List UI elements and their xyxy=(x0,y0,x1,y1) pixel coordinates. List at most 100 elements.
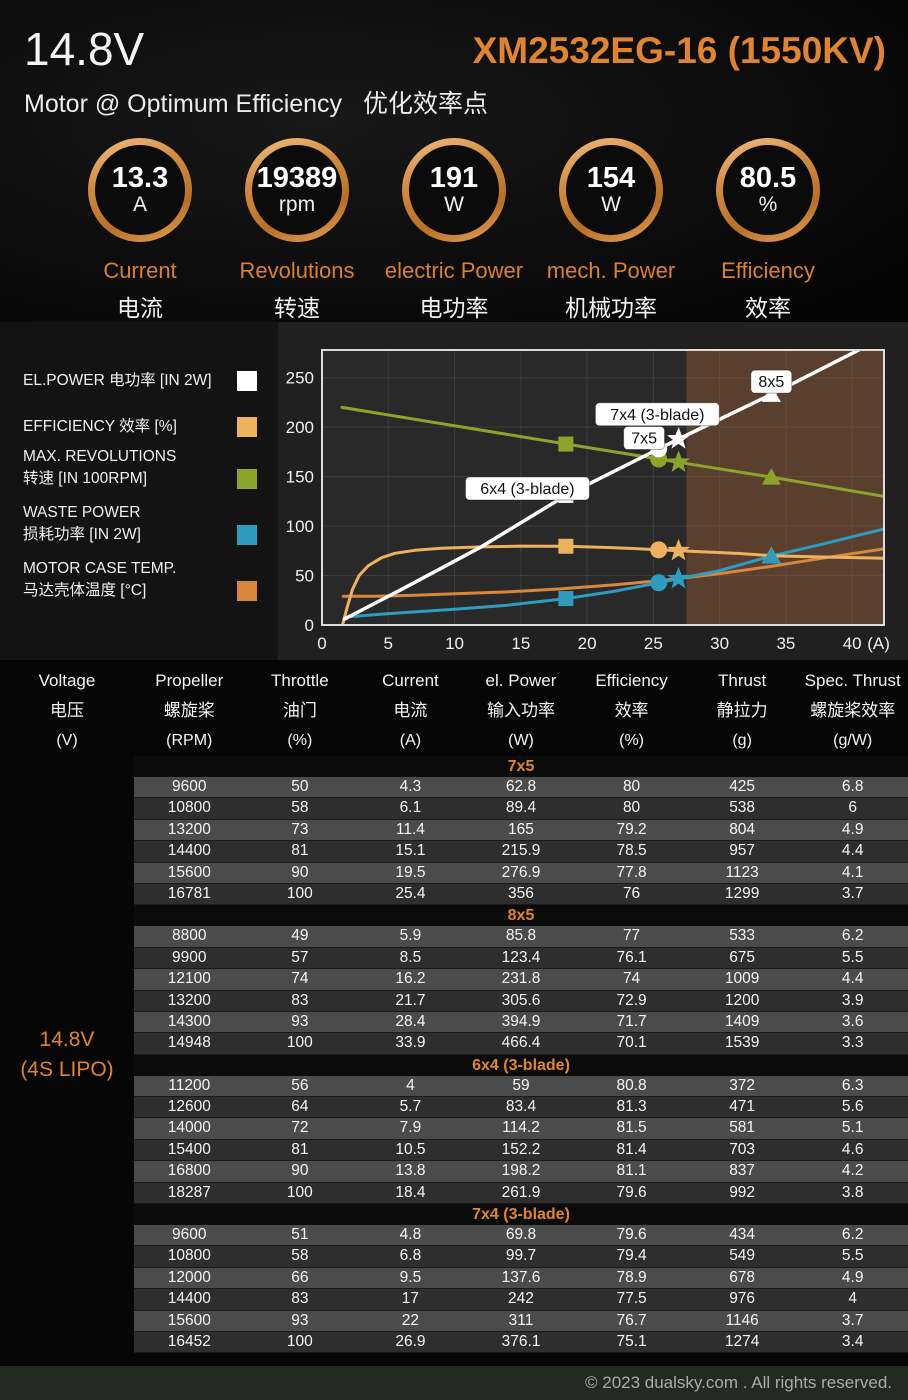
table-cell: 72 xyxy=(291,1119,309,1137)
table-row: 15600 90 19.5 276.9 77.8 1123 4.1 xyxy=(134,862,908,884)
gauge-dial: 80.5% xyxy=(723,145,813,235)
table-cell: 77.8 xyxy=(616,863,647,881)
table-cell: 64 xyxy=(291,1098,309,1116)
legend-item-max: MAX. REVOLUTIONS 转速 [IN 100RPM] xyxy=(23,446,257,490)
table-cell: 72.9 xyxy=(616,991,647,1009)
table-cell: 678 xyxy=(729,1268,756,1286)
marker-star-efficiency xyxy=(667,538,690,561)
table-row: 14400 83 17 242 77.5 976 4 xyxy=(134,1289,908,1311)
copyright-text: © 2023 dualsky.com . All rights reserved… xyxy=(584,1373,892,1392)
table-cell: 13.8 xyxy=(395,1162,426,1180)
table-section: Voltage 电压 (V) Propeller 螺旋桨 (RPM) Throttle 油门(… xyxy=(0,660,908,1366)
legend-label: EL.POWER 电功率 [IN 2W] xyxy=(23,372,212,389)
table-cell: 152.2 xyxy=(501,1140,541,1158)
table-cell: 5.7 xyxy=(399,1098,422,1116)
table-cell: 4.8 xyxy=(399,1226,422,1244)
gauge-value: 154 xyxy=(586,161,636,194)
table-cell: 1009 xyxy=(724,970,760,988)
table-row: 11200 56 4 59 80.8 372 6.3 xyxy=(134,1075,908,1098)
table-cell: 58 xyxy=(291,799,309,817)
table-cell: 276.9 xyxy=(501,863,541,881)
table-cell: 62.8 xyxy=(505,778,537,795)
legend-swatch xyxy=(237,469,257,489)
table-cell: 56 xyxy=(291,1076,309,1094)
table-cell: 6.2 xyxy=(841,1226,864,1244)
table-cell: 15400 xyxy=(167,1140,211,1158)
y-tick-label: 100 xyxy=(286,517,314,536)
table-row: 13200 83 21.7 305.6 72.9 1200 3.9 xyxy=(134,990,908,1012)
gauge-label-en: Efficiency xyxy=(721,258,815,283)
table-cell: 16800 xyxy=(167,1162,211,1180)
table-cell: 85.8 xyxy=(505,927,537,945)
gauge-unit: W xyxy=(444,193,464,217)
x-axis-unit: (A) xyxy=(867,634,890,653)
table-cell: 198.2 xyxy=(501,1162,541,1180)
table-cell: 78.9 xyxy=(616,1268,647,1286)
table-cell: 8.5 xyxy=(399,948,422,966)
gauge-unit: % xyxy=(758,193,778,217)
table-cell: 59 xyxy=(512,1076,530,1094)
gauge-ring: 191 W xyxy=(402,138,506,242)
table-body: 7x5 9600 50 4.3 62.8 80 425 6.8 10800 58 6.1 89.4 80… xyxy=(134,756,908,1354)
table-cell: 77 xyxy=(622,927,641,945)
gauge-label-en: Current xyxy=(103,258,177,283)
table-cell: 6 xyxy=(848,799,858,817)
x-tick-label: 40 xyxy=(843,634,862,653)
gauge-value: 13.3 xyxy=(111,161,169,194)
table-cell: 25.4 xyxy=(395,884,426,902)
table-row: 18287 100 18.4 261.9 79.6 992 3.8 xyxy=(134,1182,908,1205)
table-cell: 6.3 xyxy=(841,1076,864,1094)
table-row: 16452 100 26.9 376.1 75.1 1274 3.4 xyxy=(134,1331,908,1354)
y-tick-label: 250 xyxy=(286,369,314,388)
table-cell: 3.7 xyxy=(841,884,864,902)
table-cell: 19.5 xyxy=(395,863,426,881)
table-cell: 242 xyxy=(508,1290,534,1308)
table-cell: 538 xyxy=(729,799,756,817)
table-cell: 6.1 xyxy=(399,799,422,817)
table-cell: 15600 xyxy=(167,863,211,881)
marker-triangle-waste_power xyxy=(761,547,781,564)
gauge-ring: 80.5% xyxy=(716,138,820,242)
x-tick-label: 10 xyxy=(445,634,464,653)
voltage-cell-line2: (4S LIPO) xyxy=(20,1058,114,1081)
table-cell: 14948 xyxy=(167,1034,211,1052)
table-cell: 79.4 xyxy=(616,1247,647,1265)
table-cell: 75.1 xyxy=(616,1332,647,1350)
x-tick-label: 0 xyxy=(317,634,326,653)
table-cell: 4.3 xyxy=(399,778,422,795)
table-cell: 3.8 xyxy=(841,1183,864,1201)
chart-series-group xyxy=(340,350,884,625)
table-cell: 78.5 xyxy=(616,842,647,860)
gauge-value: 19389 xyxy=(256,161,338,194)
table-cell: 261.9 xyxy=(501,1183,541,1201)
table-row: 12100 74 16.2 231.8 74 1009 4.4 xyxy=(134,969,908,991)
gauge-ring: 13.3 A xyxy=(88,138,192,242)
table-cell: 73 xyxy=(291,820,309,838)
table-cell: 57 xyxy=(291,948,309,966)
y-tick-label: 50 xyxy=(295,567,314,586)
x-tick-label: 15 xyxy=(511,634,530,653)
column-header-current: Current 电流 (A) xyxy=(382,671,439,749)
marker-star-el_power xyxy=(667,426,690,449)
table-cell: 100 xyxy=(286,884,313,902)
table-cell: 81.4 xyxy=(616,1140,647,1158)
table-cell: 17 xyxy=(401,1290,420,1308)
table-header-row: Voltage 电压 (V) Propeller 螺旋桨 (RPM) Throttle 油门(… xyxy=(0,666,908,756)
table-cell: 9900 xyxy=(172,948,207,966)
table-row: 12000 66 9.5 137.6 78.9 678 4.9 xyxy=(134,1267,908,1290)
table-cell: 66 xyxy=(291,1268,309,1286)
marker-square-efficiency xyxy=(558,538,574,554)
table-cell: 5.5 xyxy=(841,1247,864,1265)
table-cell: 26.9 xyxy=(395,1332,426,1350)
table-cell: 376.1 xyxy=(501,1332,541,1350)
table-cell: 4 xyxy=(406,1076,415,1094)
x-tick-label: 5 xyxy=(384,634,393,653)
column-header-thrust: Thrust 静拉力 (g) xyxy=(716,671,768,749)
chart-legend: EL.POWER 电功率 [IN 2W] EFFICIENCY 效率 [%] MAX… xyxy=(0,322,278,660)
table-cell: 165 xyxy=(508,820,534,838)
gauge-label-en: mech. Power xyxy=(546,258,676,283)
gauge-dial: 19389 rpm xyxy=(252,145,342,235)
gauge-unit: W xyxy=(601,193,621,217)
